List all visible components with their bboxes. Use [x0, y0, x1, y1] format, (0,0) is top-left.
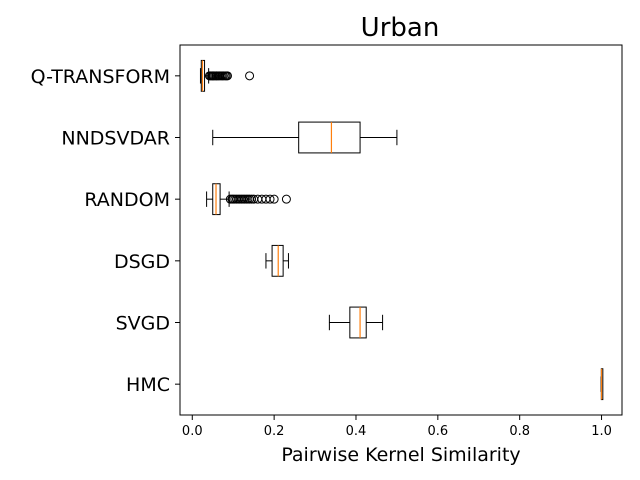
- x-axis-title: Pairwise Kernel Similarity: [281, 444, 520, 466]
- box-group-svgd: [328, 306, 384, 339]
- x-tick-label: 0.4: [346, 424, 367, 439]
- x-tick-label: 1.0: [591, 424, 612, 439]
- box: [349, 306, 367, 339]
- outlier-point: [281, 194, 291, 204]
- y-category-label: DSGD: [114, 251, 170, 273]
- outlier-point: [269, 194, 279, 204]
- box-group-dsgd: [265, 244, 289, 277]
- y-axis: Q-TRANSFORM NNDSVDAR RANDOM DSGD SVGD HMC: [31, 66, 180, 396]
- box-group-nndsvdar: [212, 121, 398, 154]
- x-axis: 0.0 0.2 0.4 0.6 0.8 1.0: [182, 415, 612, 439]
- outlier-point: [222, 71, 232, 81]
- x-tick-label: 0.2: [264, 424, 285, 439]
- box-group-q-transform: [199, 59, 255, 92]
- x-tick-label: 0.6: [427, 424, 448, 439]
- y-category-label: HMC: [126, 374, 170, 396]
- box-group-hmc: [600, 368, 604, 401]
- chart-title: Urban: [361, 13, 440, 43]
- box: [298, 121, 361, 154]
- box-group-random: [206, 183, 291, 216]
- outlier-point: [245, 71, 255, 81]
- y-category-label: NNDSVDAR: [61, 128, 170, 150]
- plot-area: [179, 44, 623, 416]
- boxes-layer: [199, 59, 604, 401]
- y-category-label: SVGD: [116, 313, 170, 335]
- y-category-label: RANDOM: [84, 189, 170, 211]
- outlier-point: [265, 194, 275, 204]
- x-tick-label: 0.0: [182, 424, 203, 439]
- y-category-label: Q-TRANSFORM: [31, 66, 170, 88]
- x-tick-label: 0.8: [509, 424, 530, 439]
- box: [271, 244, 284, 277]
